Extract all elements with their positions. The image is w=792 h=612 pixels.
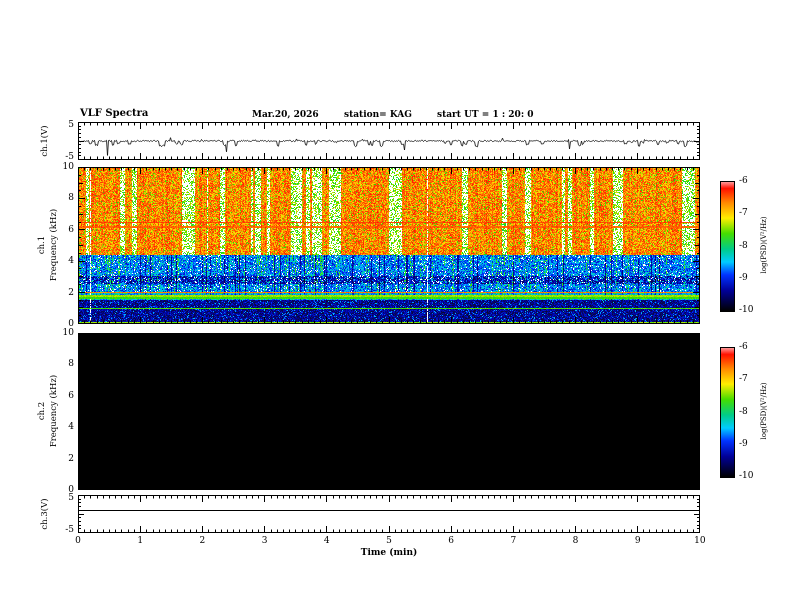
tick-label: 0: [75, 536, 81, 546]
ch2-channel-label: ch.2: [37, 401, 47, 421]
tick-label: 4: [68, 256, 74, 267]
time-axis-label: Time (min): [360, 548, 418, 558]
header-date: Mar.20, 2026: [252, 110, 319, 120]
tick-label: -8: [739, 240, 748, 251]
ch3-waveform-plot: [78, 495, 700, 533]
colorbar-ch2-tick-labels: -6 -7 -8 -9 -10: [739, 342, 759, 481]
ch1-channel-label: ch.1: [37, 235, 47, 255]
tick-label: -7: [739, 374, 748, 385]
header-start-ut: start UT = 1 : 20: 0: [437, 110, 534, 120]
tick-label: 6: [448, 536, 454, 546]
tick-label: 8: [572, 536, 579, 546]
ch1-voltage-axis-label: ch.1(V): [40, 125, 50, 157]
tick-label: 10: [62, 162, 74, 172]
tick-label: 8: [68, 193, 74, 204]
header-station: station= KAG: [344, 110, 412, 120]
tick-label: 4: [68, 422, 74, 433]
colorbar-ch1-tick-labels: -6 -7 -8 -9 -10: [739, 176, 759, 315]
colorbar-ch1-label: log(PSD)(V²/Hz): [760, 216, 768, 274]
tick-label: 10: [694, 536, 706, 546]
tick-label: -6: [739, 342, 748, 352]
tick-label: -9: [739, 438, 748, 449]
tick-label: 10: [62, 328, 74, 338]
x-axis-tick-labels: 0 1 2 3 4 5 6 7 8 9 10: [71, 536, 707, 546]
tick-label: 8: [68, 359, 74, 370]
tick-label: 6: [68, 390, 74, 401]
colorbar-ch1: [720, 181, 735, 312]
tick-label: 0: [68, 484, 74, 495]
ch1-waveform-plot: [78, 122, 700, 160]
tick-label: 2: [68, 287, 74, 298]
tick-label: -10: [739, 305, 754, 315]
tick-label: -6: [739, 176, 748, 186]
page-title: VLF Spectra: [80, 108, 149, 119]
tick-label: -9: [739, 272, 748, 283]
tick-label: -5: [65, 525, 74, 535]
ch2-spectrogram-plot: [78, 333, 700, 490]
tick-label: -7: [739, 208, 748, 219]
tick-label: 4: [323, 536, 330, 546]
tick-label: 5: [68, 120, 74, 130]
ch1-wave-ytick-labels: 5 -5: [56, 120, 74, 162]
tick-label: 7: [510, 536, 517, 546]
tick-label: 3: [261, 536, 268, 546]
ch2-spec-ytick-labels: 10 8 6 4 2 0: [56, 328, 74, 495]
colorbar-ch2: [720, 347, 735, 478]
tick-label: 9: [634, 536, 641, 546]
tick-label: 2: [68, 453, 74, 464]
tick-label: 2: [199, 536, 206, 546]
colorbar-ch2-label: log(PSD)(V²/Hz): [760, 382, 768, 440]
tick-label: 6: [68, 224, 74, 235]
tick-label: 1: [137, 536, 144, 546]
ch1-spectrogram-plot: [78, 167, 700, 324]
tick-label: 5: [68, 493, 74, 503]
ch1-spec-ytick-labels: 10 8 6 4 2 0: [56, 162, 74, 329]
tick-label: -5: [65, 152, 74, 162]
tick-label: 5: [386, 536, 392, 546]
colorbar-ch2-gradient: [721, 348, 734, 477]
tick-label: -8: [739, 406, 748, 417]
colorbar-ch1-gradient: [721, 182, 734, 311]
ch3-wave-ytick-labels: 5 -5: [56, 493, 74, 535]
ch3-voltage-axis-label: ch.3(V): [40, 498, 50, 530]
tick-label: 0: [68, 318, 74, 329]
tick-label: -10: [739, 471, 754, 481]
